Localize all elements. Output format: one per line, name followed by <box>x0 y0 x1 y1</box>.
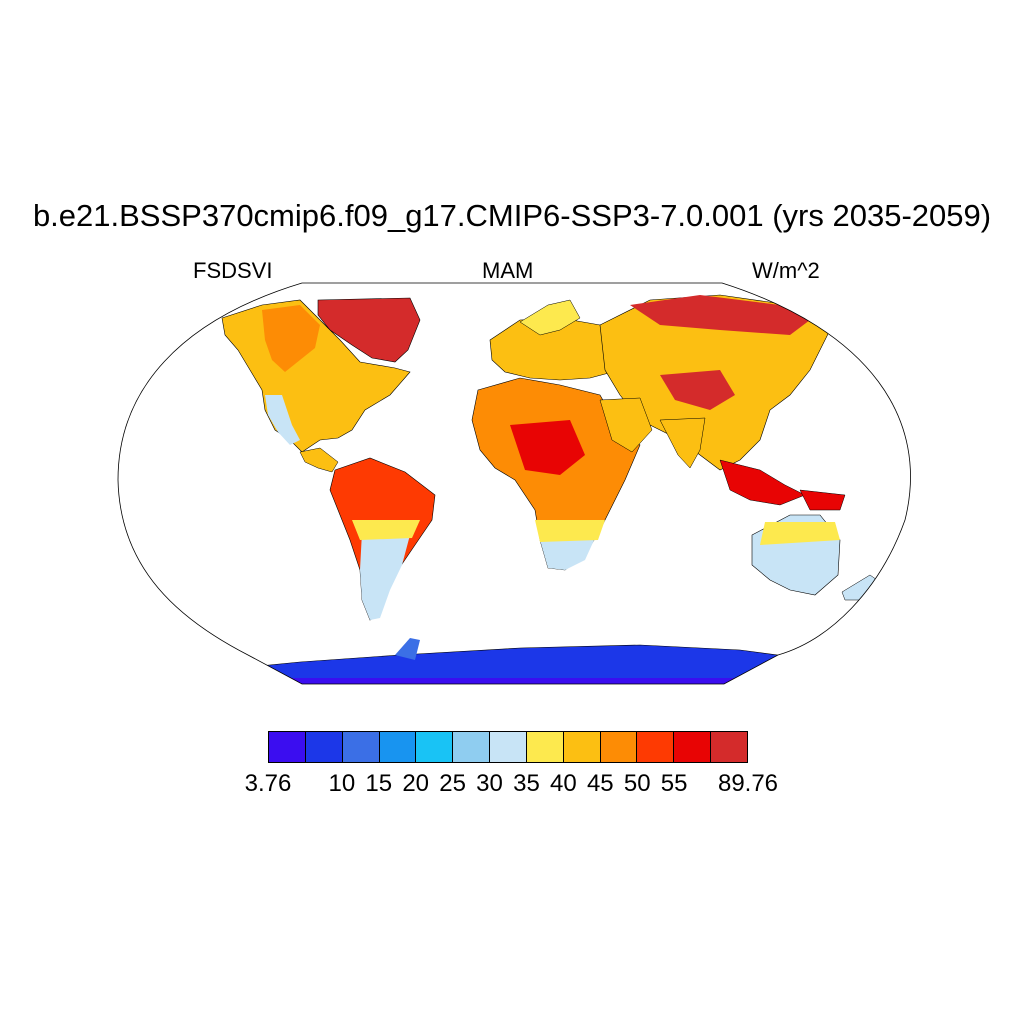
colorbar-swatch <box>563 732 601 762</box>
colorbar-swatch <box>711 732 747 762</box>
colorbar-swatch <box>342 732 380 762</box>
africa-south <box>540 538 595 570</box>
antarctica <box>239 644 801 684</box>
antarctica-interior <box>240 678 800 684</box>
colorbar-tick-label: 10 <box>328 770 356 797</box>
colorbar-swatch <box>490 732 527 762</box>
colorbar-tick-label: 40 <box>550 770 577 797</box>
colorbar-swatch <box>674 732 712 762</box>
colorbar-tick-label: 25 <box>439 770 466 797</box>
arabia <box>599 397 653 453</box>
scandinavia <box>519 299 581 336</box>
colorbar-swatch <box>526 732 564 762</box>
colorbar-swatch <box>269 732 306 762</box>
colorbar-tick-label: 35 <box>513 770 540 797</box>
siberia <box>630 295 810 335</box>
africa-band <box>535 520 605 542</box>
colorbar-swatch <box>305 732 343 762</box>
north-america-west <box>265 395 300 445</box>
globe-outline <box>117 282 911 685</box>
colorbar-tick-label: 50 <box>623 770 651 797</box>
greenland <box>317 297 421 363</box>
colorbar-tick-label: 20 <box>402 770 430 797</box>
colorbar-tick-label: 55 <box>660 770 688 797</box>
tibet <box>660 370 735 410</box>
north-america-core <box>262 305 320 372</box>
southeast-asia <box>719 459 806 506</box>
new-guinea <box>799 489 846 511</box>
colorbar-swatch <box>379 732 417 762</box>
south-america-band <box>352 520 420 540</box>
sahara-core <box>510 420 585 475</box>
antarctic-peninsula <box>395 638 420 660</box>
india <box>659 417 706 469</box>
colorbar-swatch <box>453 732 491 762</box>
colorbar-tick-label: 15 <box>365 770 393 797</box>
colorbar-swatch <box>600 732 638 762</box>
colorbar-tick-label: 89.76 <box>717 770 779 797</box>
colorbar-swatch <box>637 732 675 762</box>
colorbar-swatch <box>416 732 454 762</box>
units-label: W/m^2 <box>752 258 820 283</box>
new-zealand <box>841 574 881 601</box>
central-america <box>299 447 339 473</box>
land-fields <box>221 294 881 684</box>
season-label: MAM <box>482 258 534 283</box>
variable-label: FSDSVI <box>193 258 273 283</box>
colorbar <box>268 731 748 763</box>
australia-north <box>760 522 840 545</box>
colorbar-tick-label: 30 <box>476 770 503 797</box>
plot-title: b.e21.BSSP370cmip6.f09_g17.CMIP6-SSP3-7.… <box>32 198 992 233</box>
colorbar-tick-label: 3.76 <box>244 770 292 797</box>
colorbar-tick-label: 45 <box>586 770 614 797</box>
south-america-south <box>360 532 410 620</box>
